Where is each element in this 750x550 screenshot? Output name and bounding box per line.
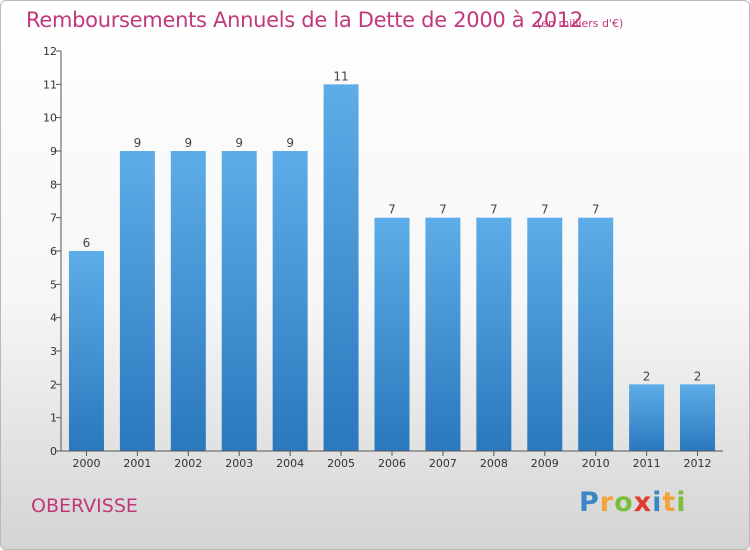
bar: [578, 217, 614, 451]
chart-subtitle: (en milliers d'€): [537, 17, 624, 30]
bar-value-label: 9: [286, 136, 294, 150]
logo-letter: P: [579, 487, 600, 518]
x-axis: 2000 2001 2002 2003 2004 2005 2006 2007 2008 2009…: [61, 450, 723, 470]
x-tick-label: 2000: [72, 457, 100, 470]
x-tick-label: 2009: [531, 457, 559, 470]
bar: [629, 384, 665, 451]
y-tick-label: 4: [50, 312, 57, 325]
bar: [680, 384, 716, 451]
bars: 6 9 9 9 9 11 7 7 7 7 7 2 2: [68, 69, 716, 451]
x-tick-label: 2002: [174, 457, 202, 470]
logo-letter: t: [662, 487, 677, 518]
y-tick-label: 5: [50, 278, 57, 291]
x-tick-label: 2010: [582, 457, 610, 470]
bar: [272, 151, 308, 451]
y-tick-label: 9: [50, 145, 57, 158]
bar: [323, 84, 359, 451]
logo-letter: i: [676, 487, 687, 518]
y-tick-label: 11: [43, 78, 57, 91]
y-tick-label: 12: [43, 45, 57, 58]
y-tick-label: 10: [43, 112, 57, 125]
bar-value-label: 7: [439, 203, 447, 217]
x-tick-label: 2005: [327, 457, 355, 470]
logo-letter: i: [652, 487, 663, 518]
bar-value-label: 7: [388, 203, 396, 217]
logo-letter: x: [633, 487, 653, 518]
logo-letter: r: [599, 487, 615, 518]
bar-value-label: 7: [541, 203, 549, 217]
x-tick-label: 2012: [684, 457, 712, 470]
bar-value-label: 9: [184, 136, 192, 150]
y-tick-label: 0: [50, 445, 57, 458]
x-tick-label: 2003: [225, 457, 253, 470]
bar-value-label: 7: [592, 203, 600, 217]
bar: [68, 251, 104, 451]
bar-value-label: 2: [694, 369, 702, 383]
y-tick-label: 8: [50, 178, 57, 191]
chart-title: Remboursements Annuels de la Dette de 20…: [26, 8, 583, 32]
bar-value-label: 9: [235, 136, 243, 150]
x-tick-label: 2008: [480, 457, 508, 470]
bar-value-label: 7: [490, 203, 498, 217]
x-tick-label: 2011: [633, 457, 661, 470]
x-tick-label: 2006: [378, 457, 406, 470]
y-tick-label: 1: [50, 412, 57, 425]
y-tick-label: 3: [50, 345, 57, 358]
bar-value-label: 2: [643, 369, 651, 383]
y-tick-label: 2: [50, 378, 57, 391]
city-name: OBERVISSE: [31, 495, 138, 517]
x-tick-label: 2007: [429, 457, 457, 470]
logo-letter: o: [614, 487, 634, 518]
bar: [374, 217, 410, 451]
y-tick-label: 7: [50, 212, 57, 225]
bar: [170, 151, 206, 451]
proxiti-logo[interactable]: Proxiti: [579, 487, 687, 518]
bar: [476, 217, 512, 451]
bar: [527, 217, 563, 451]
x-tick-label: 2001: [123, 457, 151, 470]
bar: [221, 151, 257, 451]
bar-value-label: 9: [134, 136, 142, 150]
x-tick-label: 2004: [276, 457, 304, 470]
bar-value-label: 6: [83, 236, 91, 250]
y-tick-label: 6: [50, 245, 57, 258]
bar-value-label: 11: [333, 69, 348, 83]
bar: [119, 151, 155, 451]
bar: [425, 217, 461, 451]
